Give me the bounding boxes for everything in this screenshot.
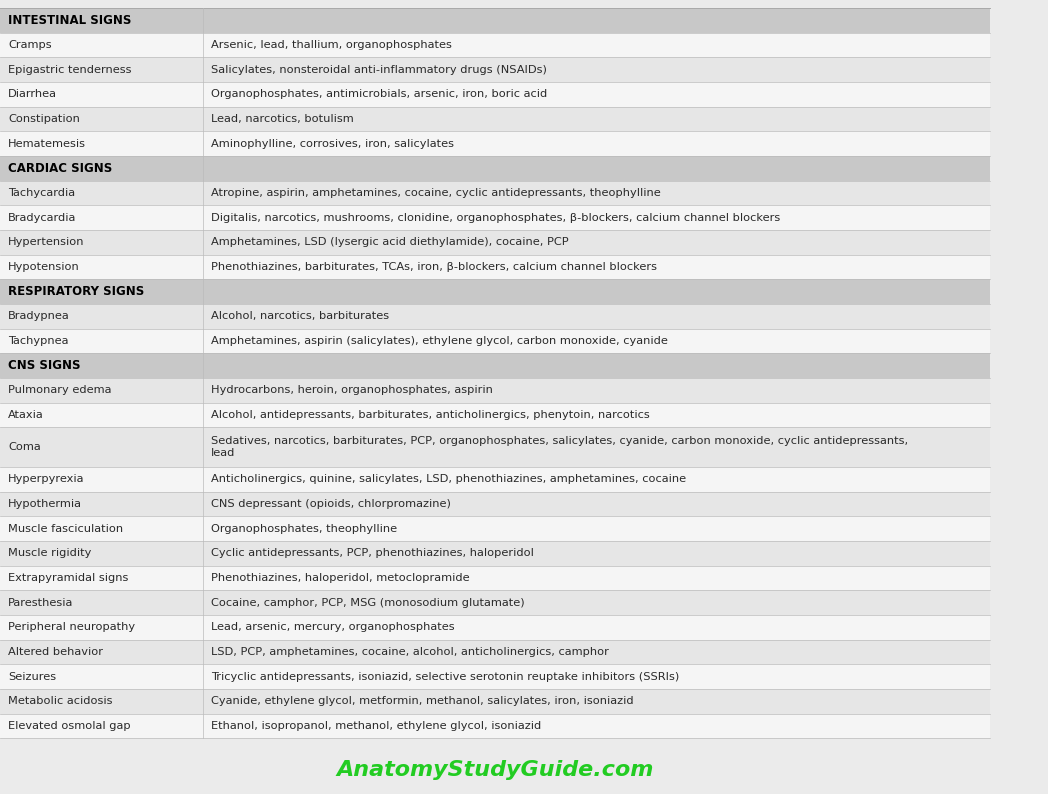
Text: Ataxia: Ataxia bbox=[8, 410, 44, 420]
Bar bbox=[0, 467, 990, 491]
Text: Tachypnea: Tachypnea bbox=[8, 336, 68, 346]
Bar bbox=[0, 329, 990, 353]
Bar bbox=[0, 8, 990, 33]
Bar bbox=[0, 255, 990, 279]
Text: Hyperpyrexia: Hyperpyrexia bbox=[8, 474, 85, 484]
Text: Cyanide, ethylene glycol, metformin, methanol, salicylates, iron, isoniazid: Cyanide, ethylene glycol, metformin, met… bbox=[211, 696, 633, 707]
Bar bbox=[0, 665, 990, 689]
Text: Phenothiazines, barbiturates, TCAs, iron, β-blockers, calcium channel blockers: Phenothiazines, barbiturates, TCAs, iron… bbox=[211, 262, 657, 272]
Bar bbox=[0, 615, 990, 640]
Text: LSD, PCP, amphetamines, cocaine, alcohol, anticholinergics, camphor: LSD, PCP, amphetamines, cocaine, alcohol… bbox=[211, 647, 609, 657]
Text: Metabolic acidosis: Metabolic acidosis bbox=[8, 696, 112, 707]
Text: Constipation: Constipation bbox=[8, 114, 80, 124]
Text: Amphetamines, aspirin (salicylates), ethylene glycol, carbon monoxide, cyanide: Amphetamines, aspirin (salicylates), eth… bbox=[211, 336, 668, 346]
Text: CNS depressant (opioids, chlorpromazine): CNS depressant (opioids, chlorpromazine) bbox=[211, 499, 451, 509]
Bar bbox=[0, 427, 990, 467]
Text: Sedatives, narcotics, barbiturates, PCP, organophosphates, salicylates, cyanide,: Sedatives, narcotics, barbiturates, PCP,… bbox=[211, 437, 908, 458]
Bar bbox=[0, 82, 990, 106]
Bar bbox=[0, 689, 990, 714]
Text: Digitalis, narcotics, mushrooms, clonidine, organophosphates, β-blockers, calciu: Digitalis, narcotics, mushrooms, clonidi… bbox=[211, 213, 780, 222]
Bar bbox=[0, 491, 990, 516]
Text: Muscle fasciculation: Muscle fasciculation bbox=[8, 524, 123, 534]
Bar bbox=[0, 714, 990, 738]
Text: Anticholinergics, quinine, salicylates, LSD, phenothiazines, amphetamines, cocai: Anticholinergics, quinine, salicylates, … bbox=[211, 474, 686, 484]
Text: Paresthesia: Paresthesia bbox=[8, 598, 73, 607]
Text: CNS SIGNS: CNS SIGNS bbox=[8, 359, 81, 372]
Text: Amphetamines, LSD (lysergic acid diethylamide), cocaine, PCP: Amphetamines, LSD (lysergic acid diethyl… bbox=[211, 237, 568, 248]
Text: Hematemesis: Hematemesis bbox=[8, 139, 86, 148]
Text: Hypotension: Hypotension bbox=[8, 262, 80, 272]
Text: Ethanol, isopropanol, methanol, ethylene glycol, isoniazid: Ethanol, isopropanol, methanol, ethylene… bbox=[211, 721, 541, 731]
Bar bbox=[0, 516, 990, 541]
Text: Aminophylline, corrosives, iron, salicylates: Aminophylline, corrosives, iron, salicyl… bbox=[211, 139, 454, 148]
Bar bbox=[0, 353, 990, 378]
Bar bbox=[0, 403, 990, 427]
Bar bbox=[0, 640, 990, 665]
Bar bbox=[0, 57, 990, 82]
Bar bbox=[0, 591, 990, 615]
Text: Hydrocarbons, heroin, organophosphates, aspirin: Hydrocarbons, heroin, organophosphates, … bbox=[211, 385, 493, 395]
Text: Cramps: Cramps bbox=[8, 40, 51, 50]
Text: Lead, narcotics, botulism: Lead, narcotics, botulism bbox=[211, 114, 353, 124]
Bar bbox=[0, 378, 990, 403]
Text: Salicylates, nonsteroidal anti-inflammatory drugs (NSAIDs): Salicylates, nonsteroidal anti-inflammat… bbox=[211, 64, 547, 75]
Text: Seizures: Seizures bbox=[8, 672, 56, 682]
Bar bbox=[0, 206, 990, 230]
Text: Cyclic antidepressants, PCP, phenothiazines, haloperidol: Cyclic antidepressants, PCP, phenothiazi… bbox=[211, 549, 533, 558]
Text: Organophosphates, antimicrobials, arsenic, iron, boric acid: Organophosphates, antimicrobials, arseni… bbox=[211, 89, 547, 99]
Text: Elevated osmolal gap: Elevated osmolal gap bbox=[8, 721, 131, 731]
Text: Lead, arsenic, mercury, organophosphates: Lead, arsenic, mercury, organophosphates bbox=[211, 622, 455, 632]
Text: Diarrhea: Diarrhea bbox=[8, 89, 57, 99]
Text: Altered behavior: Altered behavior bbox=[8, 647, 103, 657]
Text: Alcohol, narcotics, barbiturates: Alcohol, narcotics, barbiturates bbox=[211, 311, 389, 322]
Text: CARDIAC SIGNS: CARDIAC SIGNS bbox=[8, 162, 112, 175]
Text: Alcohol, antidepressants, barbiturates, anticholinergics, phenytoin, narcotics: Alcohol, antidepressants, barbiturates, … bbox=[211, 410, 650, 420]
Text: Extrapyramidal signs: Extrapyramidal signs bbox=[8, 573, 128, 583]
Bar bbox=[0, 304, 990, 329]
Text: Bradycardia: Bradycardia bbox=[8, 213, 77, 222]
Text: Muscle rigidity: Muscle rigidity bbox=[8, 549, 91, 558]
Text: Epigastric tenderness: Epigastric tenderness bbox=[8, 64, 131, 75]
Text: Hypothermia: Hypothermia bbox=[8, 499, 82, 509]
Text: Arsenic, lead, thallium, organophosphates: Arsenic, lead, thallium, organophosphate… bbox=[211, 40, 452, 50]
Text: Hypertension: Hypertension bbox=[8, 237, 85, 248]
Text: Cocaine, camphor, PCP, MSG (monosodium glutamate): Cocaine, camphor, PCP, MSG (monosodium g… bbox=[211, 598, 524, 607]
Bar bbox=[0, 156, 990, 181]
Bar bbox=[0, 106, 990, 131]
Bar bbox=[0, 33, 990, 57]
Bar bbox=[0, 230, 990, 255]
Text: Organophosphates, theophylline: Organophosphates, theophylline bbox=[211, 524, 397, 534]
Text: RESPIRATORY SIGNS: RESPIRATORY SIGNS bbox=[8, 285, 145, 299]
Text: AnatomyStudyGuide.com: AnatomyStudyGuide.com bbox=[336, 760, 654, 781]
Text: Atropine, aspirin, amphetamines, cocaine, cyclic antidepressants, theophylline: Atropine, aspirin, amphetamines, cocaine… bbox=[211, 188, 660, 198]
Text: Peripheral neuropathy: Peripheral neuropathy bbox=[8, 622, 135, 632]
Text: Coma: Coma bbox=[8, 442, 41, 453]
Text: Pulmonary edema: Pulmonary edema bbox=[8, 385, 111, 395]
Text: Tachycardia: Tachycardia bbox=[8, 188, 75, 198]
Bar bbox=[0, 279, 990, 304]
Text: Phenothiazines, haloperidol, metoclopramide: Phenothiazines, haloperidol, metoclopram… bbox=[211, 573, 470, 583]
Bar bbox=[0, 565, 990, 591]
Text: Bradypnea: Bradypnea bbox=[8, 311, 69, 322]
Text: INTESTINAL SIGNS: INTESTINAL SIGNS bbox=[8, 13, 131, 27]
Text: Tricyclic antidepressants, isoniazid, selective serotonin reuptake inhibitors (S: Tricyclic antidepressants, isoniazid, se… bbox=[211, 672, 679, 682]
Bar bbox=[0, 131, 990, 156]
Bar bbox=[0, 181, 990, 206]
Bar bbox=[0, 541, 990, 565]
